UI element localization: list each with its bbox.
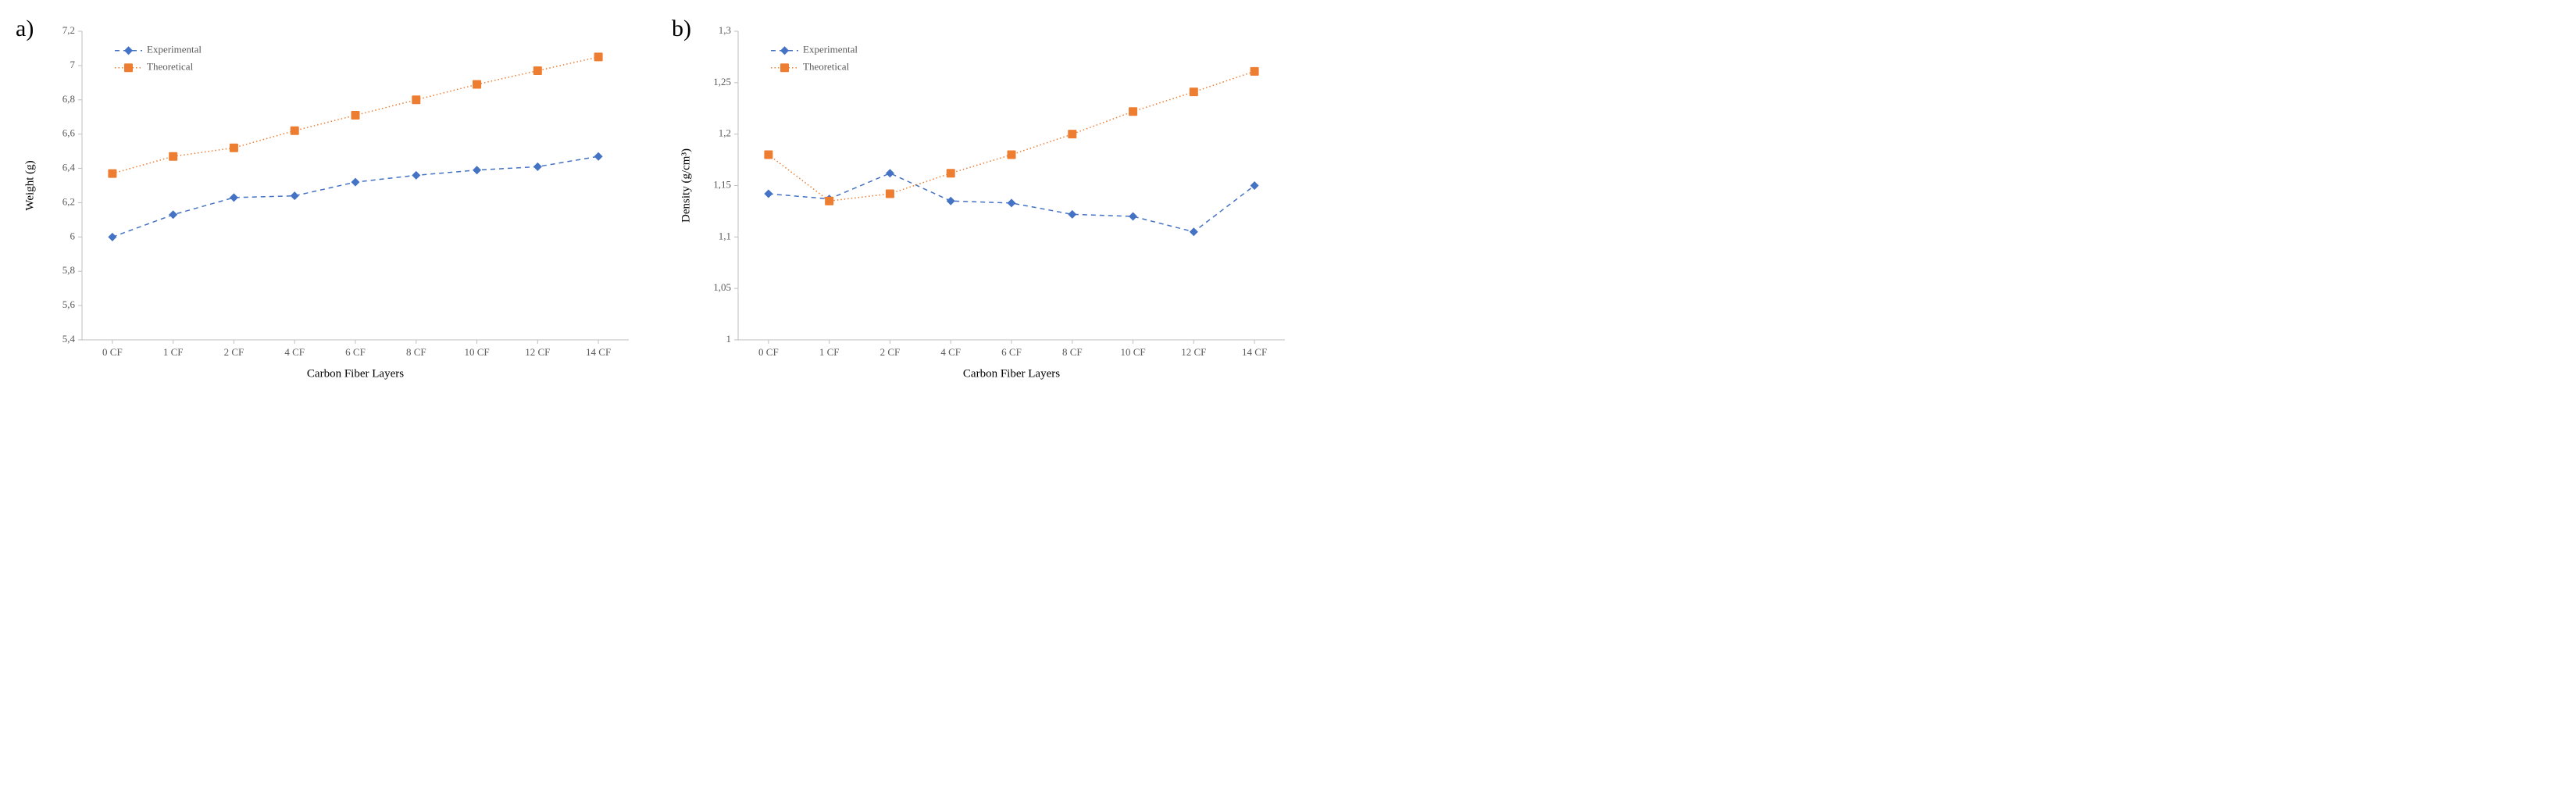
panel-a: a) 5,4 5,6 5,8 6 6,2 6,4 6,6 6,8 7 7,2 0 CF 1 CF 2 CF… [16,16,640,406]
x-tick-label: 2 CF [880,346,901,358]
y-tick-label: 6,8 [62,93,75,105]
y-tick-label: 1,1 [719,230,731,241]
y-tick-label: 5,8 [62,264,75,276]
y-tick-label: 1,2 [719,127,731,139]
x-tick-label: 6 CF [345,346,366,358]
y-tick-label: 1 [726,333,732,345]
x-tick-label: 12 CF [1181,346,1206,358]
y-tick-label: 1,3 [719,24,731,36]
series-marker [351,111,360,120]
y-axis-label: Density (g/cm³) [680,148,693,223]
legend-label: Theoretical [147,61,194,73]
x-tick-label: 8 CF [1062,346,1083,358]
chart-a: 5,4 5,6 5,8 6 6,2 6,4 6,6 6,8 7 7,2 0 CF 1 CF 2 CF 4 … [16,16,640,406]
x-tick-label: 14 CF [1242,346,1267,358]
x-tick-label: 0 CF [102,346,123,358]
series-marker [533,66,542,75]
y-tick-label: 6,6 [62,127,76,139]
x-tick-label: 4 CF [284,346,305,358]
series-marker [886,190,894,198]
x-tick-label: 14 CF [586,346,611,358]
series-marker [169,152,177,161]
x-tick-label: 1 CF [819,346,840,358]
series-marker [1068,130,1076,138]
series-marker [412,95,420,104]
x-axis-label: Carbon Fiber Layers [963,368,1060,380]
series-marker [230,144,238,152]
series-marker [1190,88,1198,96]
legend-label: Theoretical [803,61,850,73]
y-tick-label: 5,6 [62,298,76,310]
panel-label: b) [672,16,691,42]
series-marker [594,52,603,61]
x-tick-label: 10 CF [464,346,489,358]
y-tick-label: 1,05 [713,281,731,293]
y-tick-label: 5,4 [62,333,76,345]
series-marker [1251,67,1259,76]
x-tick-label: 10 CF [1120,346,1145,358]
series-marker [291,127,299,135]
panel-b: b) 1 1,05 1,1 1,15 1,2 1,25 1,3 0 CF 1 CF 2 CF 4 CF… [672,16,1297,406]
series-marker [1129,107,1137,116]
series-marker [947,169,955,177]
series-marker [1008,151,1016,159]
y-axis-label: Weight (g) [24,160,37,210]
x-tick-label: 0 CF [758,346,779,358]
x-tick-label: 12 CF [525,346,550,358]
series-marker [825,197,833,205]
legend-label: Experimental [147,44,202,55]
chart-b: 1 1,05 1,1 1,15 1,2 1,25 1,3 0 CF 1 CF 2 CF 4 CF 6 … [672,16,1297,406]
y-tick-label: 6 [70,230,76,241]
x-tick-label: 2 CF [224,346,244,358]
x-tick-label: 4 CF [940,346,961,358]
series-marker [108,170,116,178]
series-marker [764,151,772,159]
y-tick-label: 7,2 [62,24,75,36]
x-tick-label: 6 CF [1001,346,1022,358]
y-tick-label: 1,15 [713,178,731,190]
x-tick-label: 1 CF [163,346,184,358]
y-tick-label: 6,4 [62,162,76,173]
legend-label: Experimental [803,44,858,55]
y-tick-label: 6,2 [62,195,75,207]
x-axis-label: Carbon Fiber Layers [307,368,404,380]
series-marker [473,80,481,89]
x-tick-label: 8 CF [406,346,426,358]
panel-label: a) [16,16,34,42]
y-tick-label: 1,25 [713,76,731,88]
y-tick-label: 7 [70,59,76,70]
